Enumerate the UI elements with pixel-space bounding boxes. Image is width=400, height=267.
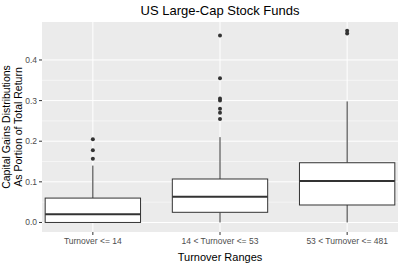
outlier (91, 148, 95, 152)
y-tick-label: 0.2 (25, 136, 37, 146)
y-tick-label: 0.1 (25, 177, 37, 187)
boxes (45, 29, 395, 223)
x-tick-label: Turnover <= 14 (64, 236, 122, 246)
y-tick (39, 59, 42, 60)
title: US Large-Cap Stock Funds (141, 3, 300, 18)
x-tick (220, 232, 221, 235)
y-axis-title-line: As Portion of Total Return (12, 67, 24, 187)
x-tick-label: 53 < Turnover <= 481 (306, 236, 388, 246)
upper-whisker (220, 137, 221, 179)
y-tick (39, 100, 42, 101)
median (172, 196, 267, 198)
outlier (218, 76, 222, 80)
median (45, 213, 140, 215)
y-tick-label: 0.0 (25, 217, 37, 227)
y-tick-label: 0.3 (25, 96, 37, 106)
outlier (218, 107, 222, 111)
upper-whisker (92, 166, 93, 198)
upper-whisker (347, 101, 348, 162)
outlier (218, 97, 222, 101)
x-tick (347, 232, 348, 235)
y-axis-title: Capital Gains DistributionsAs Portion of… (0, 65, 24, 189)
outlier (91, 157, 95, 161)
x-axis-title: Turnover Ranges (178, 251, 263, 263)
lower-whisker (347, 205, 348, 222)
y-tick (39, 181, 42, 182)
outlier (218, 117, 222, 121)
y-tick-label: 0.4 (25, 55, 37, 65)
outlier (218, 111, 222, 115)
y-axis-title-line: Capital Gains Distributions (0, 65, 12, 189)
lower-whisker (220, 212, 221, 222)
median (299, 180, 394, 182)
outlier (91, 137, 95, 141)
box (45, 198, 140, 222)
plot-panel (42, 22, 398, 232)
outlier (218, 34, 222, 38)
box (299, 163, 394, 205)
y-tick (39, 222, 42, 223)
y-tick (39, 141, 42, 142)
x-tick (92, 232, 93, 235)
x-tick-label: 14 < Turnover <= 53 (182, 236, 259, 246)
outlier (345, 29, 349, 33)
box (172, 179, 267, 212)
